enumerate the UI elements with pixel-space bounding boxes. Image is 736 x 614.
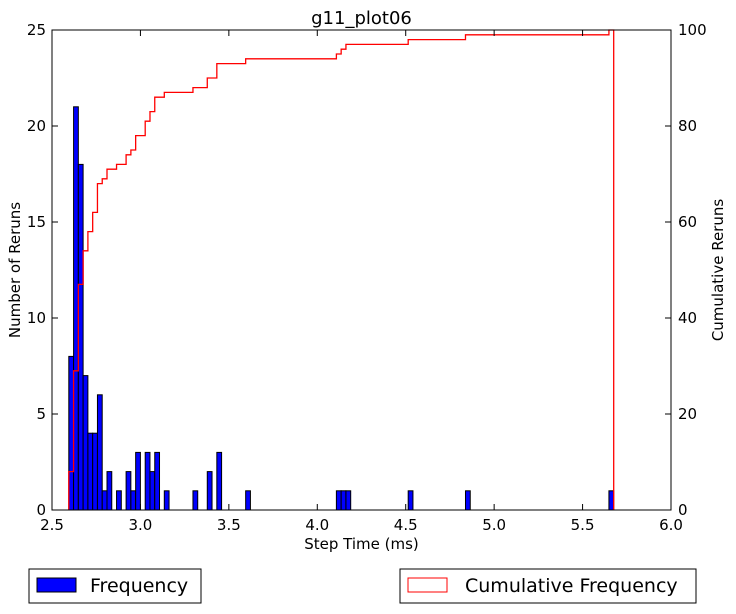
frequency-bar-8 (106, 471, 113, 511)
frequency-bar-26 (608, 490, 615, 511)
legend-frequency-swatch (36, 577, 77, 593)
y2-tick-label-3: 60 (678, 213, 697, 231)
y-tick-label-3: 15 (27, 213, 46, 231)
x-axis-label: Step Time (ms) (304, 535, 419, 553)
legend-cumulative-label: Cumulative Frequency (465, 575, 678, 597)
y2-axis-label: Cumulative Reruns (709, 199, 727, 342)
frequency-bar-11 (130, 490, 137, 511)
legend-cumulative: Cumulative Frequency (399, 568, 697, 604)
x-tick-label-3: 4.0 (305, 516, 329, 534)
y2-tick-label-1: 20 (678, 405, 697, 423)
frequency-bar-1 (73, 106, 79, 511)
y2-tick-label-5: 100 (678, 21, 707, 39)
frequency-bar-10 (125, 471, 132, 511)
frequency-bar-13 (144, 451, 151, 511)
x-tick-label-0: 2.5 (40, 516, 64, 534)
y-tick-label-1: 5 (36, 405, 46, 423)
frequency-bar-9 (116, 490, 122, 511)
frequency-bars (68, 106, 615, 511)
x-tick-label-2: 3.5 (217, 516, 241, 534)
frequency-bar-3 (82, 375, 89, 511)
frequency-bar-21 (335, 490, 342, 511)
frequency-bar-7 (101, 490, 108, 511)
cumulative-frequency-line (68, 29, 615, 510)
y2-tick-label-4: 80 (678, 117, 697, 135)
frequency-bar-12 (135, 451, 141, 511)
y-tick-label-5: 25 (27, 21, 46, 39)
y2-tick-label-0: 0 (678, 501, 688, 519)
frequency-bar-2 (77, 163, 84, 511)
x-tick-label-6: 5.5 (571, 516, 595, 534)
frequency-bar-5 (92, 432, 98, 511)
x-axis: 2.5 3.0 3.5 4.0 4.5 5.0 5.5 6.0 (40, 30, 683, 534)
frequency-bar-17 (192, 490, 199, 511)
y-tick-label-2: 10 (27, 309, 46, 327)
frequency-bar-14 (149, 471, 156, 511)
frequency-bar-19 (216, 451, 223, 511)
frequency-bar-24 (407, 490, 414, 511)
frequency-bar-23 (345, 490, 352, 511)
y-tick-label-4: 20 (27, 117, 46, 135)
x-tick-label-4: 4.5 (394, 516, 418, 534)
legend-cumulative-swatch (407, 577, 448, 593)
y-axis-left: 0 5 10 15 20 25 (27, 21, 58, 519)
frequency-bar-0 (68, 355, 75, 511)
x-tick-label-1: 3.0 (128, 516, 152, 534)
y2-tick-label-2: 40 (678, 309, 697, 327)
legend-frequency-label: Frequency (90, 575, 188, 597)
frequency-bar-20 (245, 490, 251, 511)
frequency-bar-4 (87, 432, 94, 511)
frequency-bar-15 (154, 451, 161, 511)
frequency-bar-6 (96, 394, 103, 511)
plot-frame (51, 29, 672, 511)
y-axis-right: 0 20 40 60 80 100 (665, 21, 707, 519)
frequency-bar-18 (206, 471, 213, 511)
frequency-bar-22 (340, 490, 347, 511)
x-tick-label-7: 6.0 (659, 516, 683, 534)
y-axis-label: Number of Reruns (6, 202, 24, 338)
frequency-bar-25 (464, 490, 471, 511)
legend-cumulative-frame (399, 568, 697, 604)
x-tick-label-5: 5.0 (482, 516, 506, 534)
frequency-bar-16 (163, 490, 170, 511)
legend-frequency: Frequency (28, 568, 202, 604)
chart-title: g11_plot06 (311, 8, 412, 29)
y-tick-label-0: 0 (36, 501, 46, 519)
